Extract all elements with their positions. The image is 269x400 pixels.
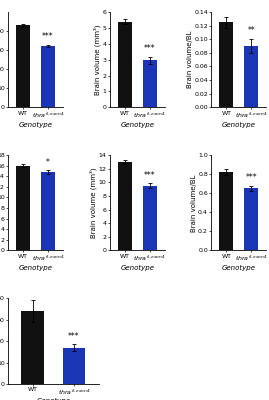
Y-axis label: Brain volume (mm³): Brain volume (mm³) xyxy=(93,24,101,95)
Text: **: ** xyxy=(247,26,255,36)
Y-axis label: Brain volume/BL: Brain volume/BL xyxy=(191,174,197,232)
X-axis label: Genotype: Genotype xyxy=(19,122,52,128)
Text: ***: *** xyxy=(144,170,155,180)
X-axis label: Genotype: Genotype xyxy=(120,264,154,271)
Bar xyxy=(22,311,44,384)
Text: ***: *** xyxy=(42,32,54,41)
Bar xyxy=(143,186,157,250)
X-axis label: Genotype: Genotype xyxy=(19,264,52,271)
X-axis label: Genotype: Genotype xyxy=(222,264,256,271)
Bar xyxy=(118,162,132,250)
Y-axis label: Brain volume/BL: Brain volume/BL xyxy=(187,31,193,88)
Bar xyxy=(245,188,258,250)
Text: ***: *** xyxy=(246,173,257,182)
Text: ***: *** xyxy=(144,44,155,53)
X-axis label: Genotype: Genotype xyxy=(222,122,256,128)
X-axis label: Genotype: Genotype xyxy=(120,122,154,128)
Bar xyxy=(41,46,55,107)
Bar xyxy=(245,46,258,107)
Bar xyxy=(220,172,233,250)
Bar xyxy=(16,25,30,107)
Bar xyxy=(63,348,85,384)
X-axis label: Genotype: Genotype xyxy=(36,398,70,400)
Bar xyxy=(41,172,55,250)
Bar xyxy=(143,60,157,107)
Text: *: * xyxy=(46,158,50,167)
Bar xyxy=(16,166,30,250)
Bar xyxy=(220,22,233,107)
Text: ***: *** xyxy=(68,332,80,341)
Y-axis label: Brain volume (mm³): Brain volume (mm³) xyxy=(90,168,97,238)
Bar xyxy=(118,22,132,107)
